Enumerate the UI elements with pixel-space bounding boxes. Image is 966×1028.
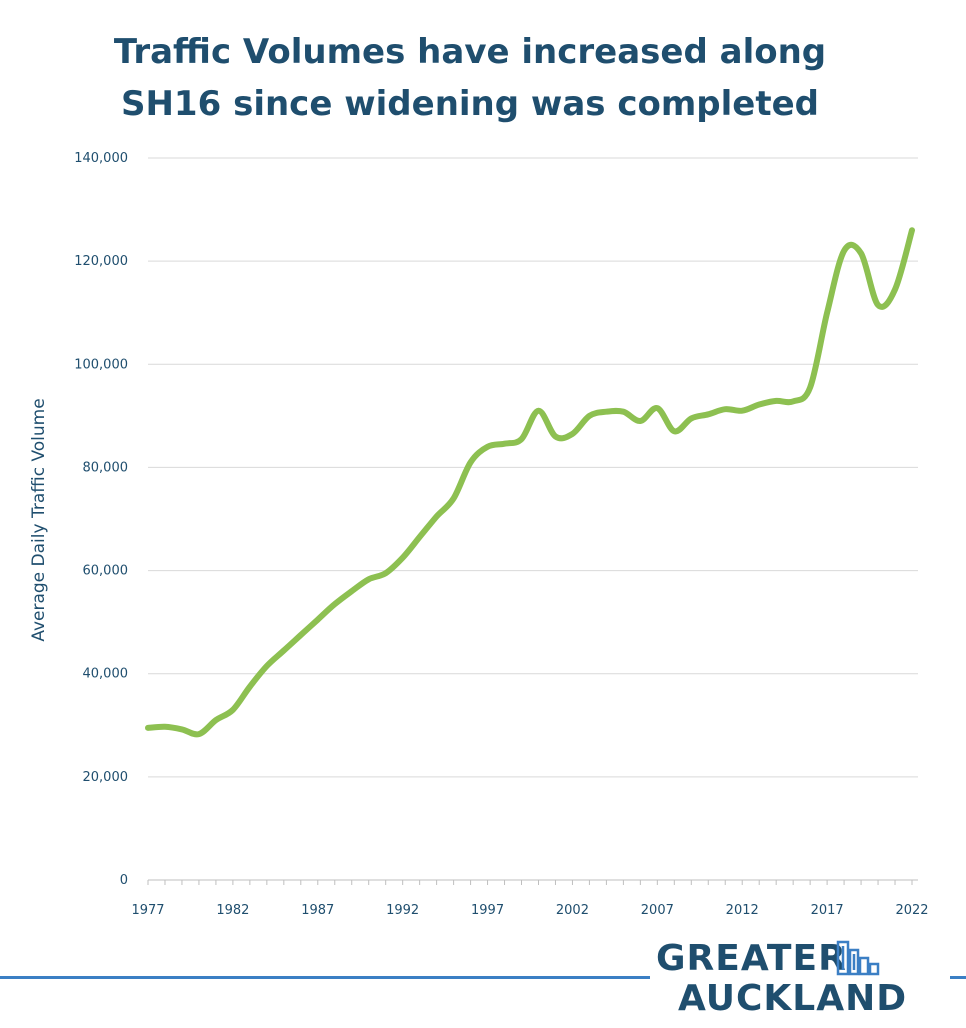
chart-title-line-1: Traffic Volumes have increased along [113,32,827,72]
y-tick-label: 120,000 [74,254,128,269]
logo-line-2: AUCKLAND [678,978,908,1019]
chart-title: Traffic Volumes have increased along SH1… [0,26,940,130]
x-tick-label: 1997 [471,903,504,918]
y-tick-label: 40,000 [83,667,129,682]
series-line [145,227,915,738]
y-tick-label: 80,000 [83,460,129,475]
x-axis-ticks: 1977 1982 1987 1992 1997 2002 2007 2012 2017 2022 [131,903,928,918]
y-tick-label: 140,000 [74,151,128,166]
city-buildings-icon [836,940,880,976]
grid-lines [148,157,918,778]
x-tick-label: 2012 [726,903,759,918]
x-tick-label: 2022 [895,903,928,918]
y-axis-ticks: 0 20,000 40,000 60,000 80,000 100,000 120,000 1… [74,151,128,888]
y-tick-label: 60,000 [83,564,129,579]
y-tick-label: 100,000 [74,357,128,372]
x-tick-label: 2017 [811,903,844,918]
footer-rule [0,976,966,979]
x-tick-label: 2007 [641,903,674,918]
x-tick-label: 1977 [131,903,164,918]
x-axis [147,879,918,885]
x-tick-label: 1992 [386,903,419,918]
x-tick-label: 1982 [216,903,249,918]
y-tick-label: 20,000 [83,770,129,785]
logo-line-1: GREATER [656,938,847,979]
x-tick-label: 2002 [556,903,589,918]
series-group [145,227,915,738]
x-tick-label: 1987 [301,903,334,918]
line-chart: 0 20,000 40,000 60,000 80,000 100,000 120,000 1… [29,151,929,918]
y-tick-label: 0 [120,873,128,888]
y-axis-label: Average Daily Traffic Volume [29,398,49,641]
chart-title-line-2: SH16 since widening was completed [120,84,819,124]
greater-auckland-logo: GREATER AUCKLAND [650,936,950,1028]
